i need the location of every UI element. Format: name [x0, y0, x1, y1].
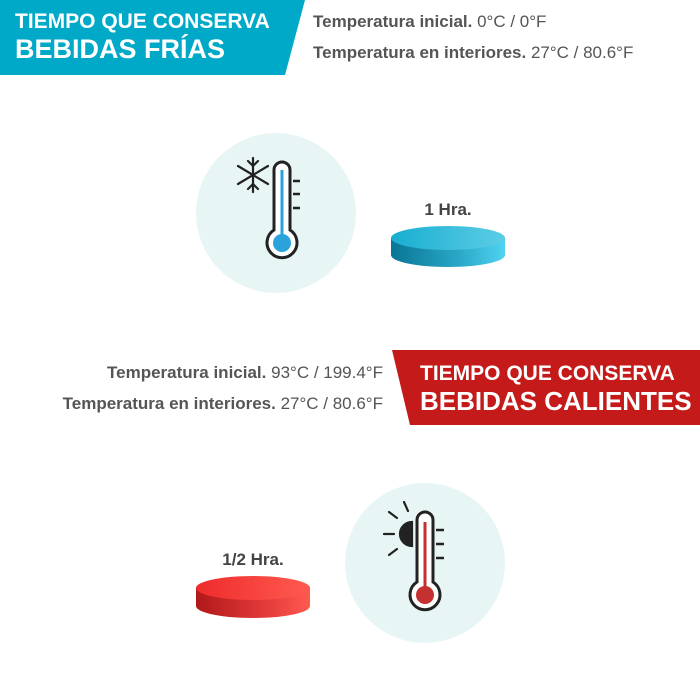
hot-banner	[392, 350, 700, 425]
hot-initial-temp: Temperatura inicial. 93°C / 199.4°F	[107, 363, 383, 383]
hot-banner-line2: BEBIDAS CALIENTES	[420, 386, 692, 416]
hot-banner-line1: TIEMPO QUE CONSERVA	[420, 362, 675, 385]
cold-banner	[0, 0, 305, 75]
cold-banner-line1: TIEMPO QUE CONSERVA	[15, 10, 270, 33]
cold-duration-disk	[391, 226, 505, 267]
cold-initial-temp: Temperatura inicial. 0°C / 0°F	[313, 12, 546, 32]
label: Temperatura inicial.	[107, 363, 267, 382]
cold-duration-label: 1 Hra.	[424, 200, 472, 219]
hot-duration-label: 1/2 Hra.	[222, 550, 284, 569]
value: 93°C / 199.4°F	[271, 363, 383, 382]
label: Temperatura en interiores.	[62, 394, 276, 413]
thermometer-cold-icon	[265, 160, 300, 260]
hot-indoor-temp: Temperatura en interiores. 27°C / 80.6°F	[63, 394, 383, 414]
sun-icon	[382, 500, 414, 557]
hot-duration-disk	[196, 576, 310, 618]
snowflake-icon	[236, 156, 270, 194]
label: Temperatura inicial.	[313, 12, 473, 31]
value: 0°C / 0°F	[477, 12, 547, 31]
value: 27°C / 80.6°F	[280, 394, 383, 413]
label: Temperatura en interiores.	[313, 43, 527, 62]
thermometer-hot-icon	[408, 510, 444, 612]
cold-indoor-temp: Temperatura en interiores. 27°C / 80.6°F	[313, 43, 633, 63]
value: 27°C / 80.6°F	[530, 43, 634, 62]
cold-banner-line2: BEBIDAS FRÍAS	[15, 34, 226, 64]
